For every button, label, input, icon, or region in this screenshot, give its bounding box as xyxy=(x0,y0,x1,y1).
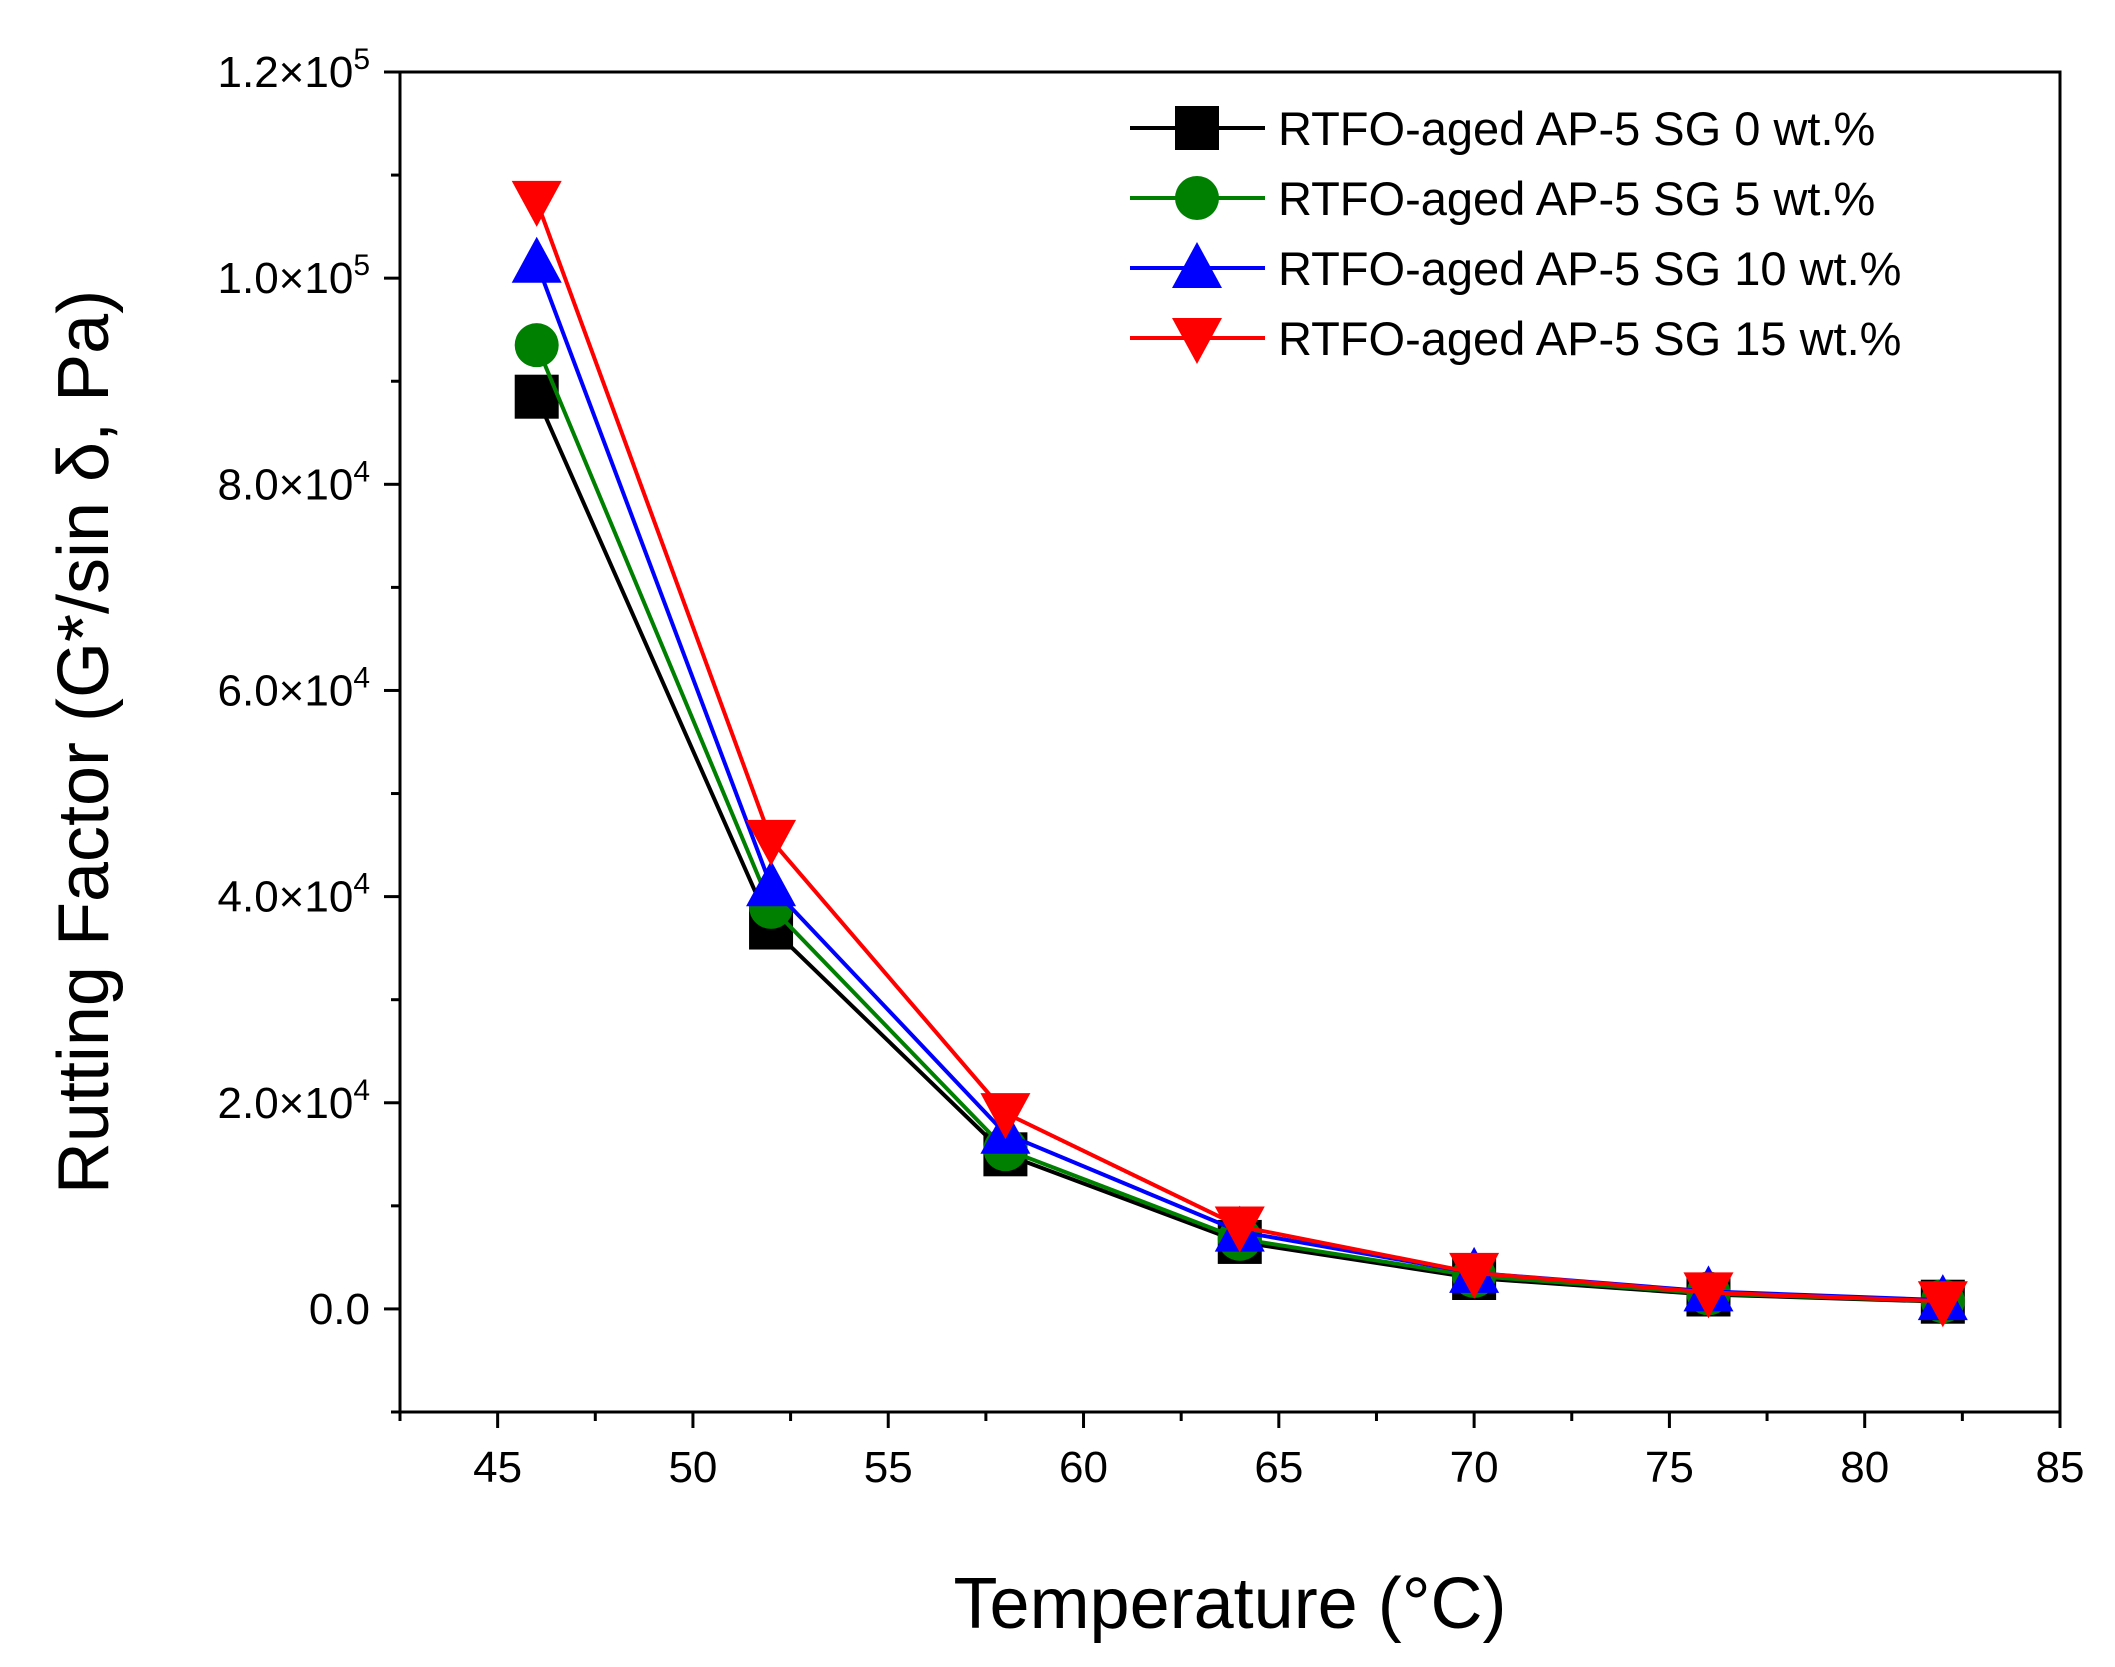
series-2 xyxy=(511,236,1968,1321)
legend-item: RTFO-aged AP-5 SG 10 wt.% xyxy=(1130,242,1901,295)
legend-marker xyxy=(1175,106,1219,150)
x-tick-label: 50 xyxy=(668,1443,717,1492)
series-3 xyxy=(511,180,1968,1328)
x-tick-label: 75 xyxy=(1645,1443,1694,1492)
legend-marker xyxy=(1172,242,1222,288)
y-tick-label: 1.0×105 xyxy=(218,249,371,303)
data-point xyxy=(980,1093,1031,1140)
legend: RTFO-aged AP-5 SG 0 wt.% RTFO-aged AP-5 S… xyxy=(1130,102,1901,365)
legend-label: RTFO-aged AP-5 SG 5 wt.% xyxy=(1278,172,1875,225)
legend-item: RTFO-aged AP-5 SG 0 wt.% xyxy=(1130,102,1875,155)
series-0 xyxy=(514,374,1965,1324)
legend-label: RTFO-aged AP-5 SG 10 wt.% xyxy=(1278,242,1901,295)
legend-item: RTFO-aged AP-5 SG 15 wt.% xyxy=(1130,312,1901,365)
data-point xyxy=(511,180,562,227)
legend-label: RTFO-aged AP-5 SG 15 wt.% xyxy=(1278,312,1901,365)
y-tick-label: 6.0×104 xyxy=(218,661,371,715)
x-tick-label: 70 xyxy=(1450,1443,1499,1492)
legend-marker xyxy=(1175,176,1219,220)
data-point xyxy=(746,819,797,866)
y-tick-label: 1.2×105 xyxy=(218,43,371,97)
legend-item: RTFO-aged AP-5 SG 5 wt.% xyxy=(1130,172,1875,225)
y-axis-title: Rutting Factor (G*/sin δ, Pa) xyxy=(44,290,124,1194)
x-tick-label: 85 xyxy=(2036,1443,2085,1492)
x-tick-label: 80 xyxy=(1840,1443,1889,1492)
x-tick-label: 60 xyxy=(1059,1443,1108,1492)
data-point xyxy=(1683,1272,1734,1319)
plot-frame xyxy=(398,70,2062,1414)
legend-label: RTFO-aged AP-5 SG 0 wt.% xyxy=(1278,102,1875,155)
data-point xyxy=(1917,1281,1968,1328)
y-tick-label: 0.0 xyxy=(309,1285,370,1334)
x-axis-title: Temperature (°C) xyxy=(954,1564,1507,1644)
legend-marker xyxy=(1172,318,1222,364)
x-tick-label: 65 xyxy=(1254,1443,1303,1492)
data-point xyxy=(746,860,797,907)
series-1 xyxy=(514,323,1965,1324)
series-line xyxy=(534,200,1943,1304)
data-point xyxy=(1449,1252,1500,1299)
x-tick-label: 45 xyxy=(473,1443,522,1492)
data-point xyxy=(511,236,562,283)
data-point xyxy=(514,323,559,368)
y-tick-label: 8.0×104 xyxy=(218,455,371,509)
x-tick-label: 55 xyxy=(864,1443,913,1492)
y-tick-label: 4.0×104 xyxy=(218,868,371,922)
data-point xyxy=(1214,1206,1265,1253)
y-tick-label: 2.0×104 xyxy=(218,1074,371,1128)
y-axis: 0.0 2.0×104 4.0×104 6.0×104 8.0×104 1.0×105 1.… xyxy=(218,43,400,1414)
x-axis: 45 50 55 60 65 70 75 80 85 xyxy=(398,1412,2085,1492)
